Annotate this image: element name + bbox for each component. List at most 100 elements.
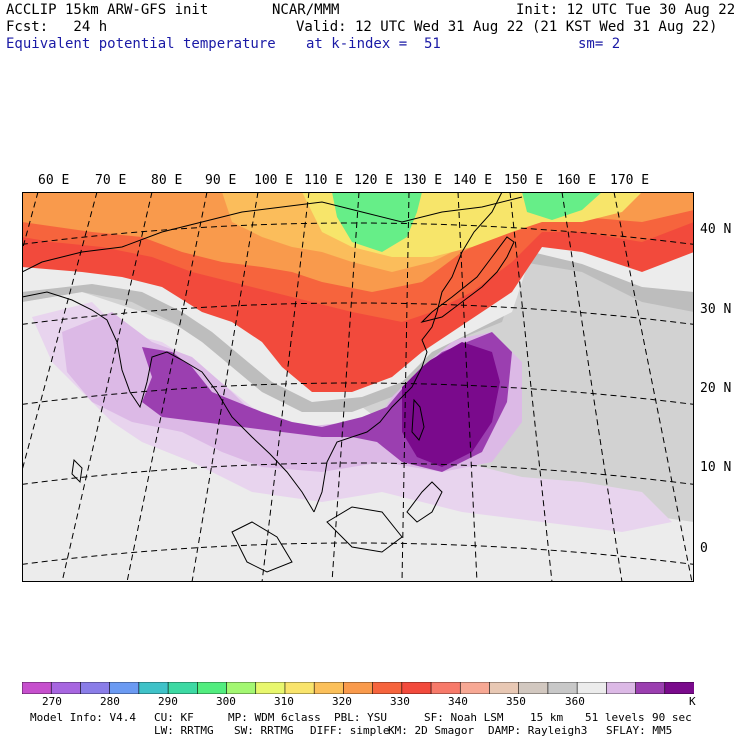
- coastline-2: [411, 398, 425, 441]
- colorbar-swatch-12: [372, 682, 403, 694]
- footer-row2-item-0: LW: RRTMG: [154, 724, 214, 737]
- coastlines: [22, 192, 523, 573]
- colorbar-label-3: 300: [216, 695, 236, 708]
- footer-row2-item-1: SW: RRTMG: [234, 724, 294, 737]
- coastline-5: [326, 506, 403, 553]
- parallel-1: [22, 302, 694, 325]
- field-region-2: [32, 302, 672, 532]
- meridian-7: [401, 192, 410, 582]
- lon-label-10: 160 E: [557, 173, 597, 188]
- footer-row2-item-2: DIFF: simple: [310, 724, 390, 737]
- coastline-6: [231, 521, 293, 573]
- lon-label-5: 110 E: [304, 173, 344, 188]
- meridian-2: [61, 192, 153, 582]
- map-frame: [22, 192, 694, 582]
- lat-label-1: 30 N: [700, 302, 732, 317]
- init-time: Init: 12 UTC Tue 30 Aug 22: [516, 2, 736, 18]
- institution: NCAR/MMM: [272, 2, 340, 18]
- colorbar-swatch-11: [343, 682, 374, 694]
- level-index: at k-index = 51: [306, 36, 441, 52]
- colorbar-swatch-9: [284, 682, 315, 694]
- colorbar-label-7: 340: [448, 695, 468, 708]
- meridian-9: [509, 192, 553, 582]
- colorbar-unit: K: [689, 695, 696, 708]
- colorbar-label-1: 280: [100, 695, 120, 708]
- colorbar-label-9: 360: [565, 695, 585, 708]
- lon-label-9: 150 E: [504, 173, 544, 188]
- colorbar-swatch-15: [459, 682, 491, 694]
- colorbar-swatch-8: [255, 682, 286, 694]
- meridian-8: [457, 192, 478, 582]
- lat-label-4: 0: [700, 541, 708, 556]
- footer-row2-item-4: DAMP: Rayleigh3: [488, 724, 588, 737]
- forecast-hour: Fcst: 24 h: [6, 19, 108, 35]
- colorbar-label-4: 310: [274, 695, 294, 708]
- footer-row1-item-1: CU: KF: [154, 711, 194, 724]
- smoothing: sm= 2: [578, 36, 621, 52]
- lon-label-7: 130 E: [403, 173, 443, 188]
- model-title: ACCLIP 15km ARW-GFS init: [6, 2, 209, 18]
- footer-row1-item-3: PBL: YSU: [334, 711, 387, 724]
- meridian-11: [613, 192, 693, 582]
- footer-row1-item-4: SF: Noah LSM: [424, 711, 504, 724]
- meridian-10: [561, 192, 623, 582]
- meridian-3: [126, 192, 208, 582]
- coastline-7: [71, 458, 83, 484]
- colorbar: [22, 682, 694, 694]
- colorbar-swatch-13: [401, 682, 432, 694]
- coastline-0: [22, 291, 315, 513]
- colorbar-swatch-16: [489, 682, 520, 694]
- colorbar-swatch-19: [576, 682, 607, 694]
- meridian-4: [191, 192, 259, 582]
- lat-label-3: 10 N: [700, 460, 732, 475]
- colorbar-swatch-5: [167, 682, 198, 694]
- lon-label-11: 170 E: [610, 173, 650, 188]
- meridian-6: [331, 192, 360, 582]
- lon-label-0: 60 E: [38, 173, 70, 188]
- footer-row1-item-5: 15 km: [530, 711, 564, 724]
- parallel-0: [22, 222, 694, 245]
- footer-row1-item-2: MP: WDM 6class: [228, 711, 321, 724]
- colorbar-swatch-2: [80, 682, 111, 694]
- parallel-2: [22, 382, 694, 405]
- lon-label-3: 90 E: [205, 173, 237, 188]
- lon-label-4: 100 E: [254, 173, 294, 188]
- field-region-13: [332, 192, 422, 252]
- colorbar-swatch-14: [430, 682, 461, 694]
- lon-label-6: 120 E: [354, 173, 394, 188]
- colorbar-swatch-7: [226, 682, 257, 694]
- colorbar-swatch-4: [138, 682, 169, 694]
- footer-row1-item-6: 51 levels: [585, 711, 645, 724]
- coastline-3: [420, 236, 515, 323]
- footer-row2-item-5: SFLAY: MM5: [606, 724, 673, 737]
- field-name: Equivalent potential temperature: [6, 36, 276, 52]
- lon-label-8: 140 E: [453, 173, 493, 188]
- lon-label-2: 80 E: [151, 173, 183, 188]
- field-region-14: [522, 192, 602, 220]
- theta-e-map: [22, 192, 694, 582]
- colorbar-swatch-10: [313, 682, 344, 694]
- colorbar-swatch-20: [606, 682, 637, 694]
- colorbar-swatch-0: [22, 682, 52, 694]
- colorbar-label-0: 270: [42, 695, 62, 708]
- coastline-4: [406, 481, 443, 523]
- lat-label-0: 40 N: [700, 222, 732, 237]
- shaded-fields: [22, 192, 694, 582]
- footer-row2-item-3: KM: 2D Smagor: [388, 724, 475, 737]
- colorbar-label-2: 290: [158, 695, 178, 708]
- colorbar-swatch-3: [109, 682, 140, 694]
- parallel-3: [22, 462, 694, 485]
- field-region-5: [402, 342, 500, 467]
- graticule: [22, 192, 694, 582]
- valid-time: Valid: 12 UTC Wed 31 Aug 22 (21 KST Wed …: [296, 19, 718, 35]
- lat-label-2: 20 N: [700, 381, 732, 396]
- colorbar-swatch-18: [547, 682, 578, 694]
- colorbar-swatch-6: [197, 682, 228, 694]
- meridian-5: [261, 192, 310, 582]
- colorbar-swatch-21: [635, 682, 666, 694]
- colorbar-swatch-22: [664, 682, 694, 694]
- colorbar-swatch-17: [518, 682, 549, 694]
- meridian-1: [22, 192, 98, 473]
- footer-row1-item-0: Model Info: V4.4: [30, 711, 136, 724]
- colorbar-swatch-1: [50, 682, 82, 694]
